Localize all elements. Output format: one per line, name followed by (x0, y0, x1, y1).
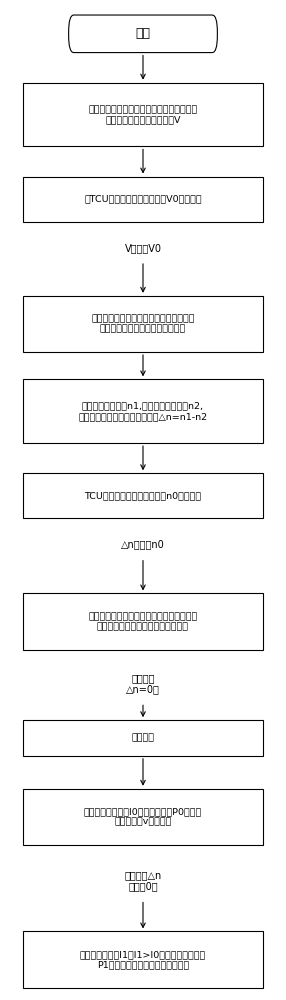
Bar (23, 177, 263, 222)
Text: △n不等于n0: △n不等于n0 (121, 540, 165, 550)
Bar (23, 789, 263, 845)
Text: 开始: 开始 (136, 27, 150, 40)
Text: 调节电磁阀的电流调节同步器的执行压力控
制接合齿与同步器的转速差达到最佳: 调节电磁阀的电流调节同步器的执行压力控 制接合齿与同步器的转速差达到最佳 (88, 612, 198, 631)
Text: 完成同步: 完成同步 (132, 734, 154, 743)
Bar (23, 296, 263, 352)
Bar (23, 931, 263, 988)
Bar (23, 593, 263, 650)
Text: 当检测到
△n=0时: 当检测到 △n=0时 (126, 673, 160, 694)
Text: 检测同步器的转速n1,计算接合齿的转速n2,
计算同步器与接合齿的的转速差△n=n1-n2: 检测同步器的转速n1,计算接合齿的转速n2, 计算同步器与接合齿的的转速差△n=… (78, 402, 208, 421)
Text: 与TCU中存储的最优拨叉速度V0进行比较: 与TCU中存储的最优拨叉速度V0进行比较 (84, 195, 202, 204)
Text: 检测拨叉上一时刻和当前时刻的位置信号并
计算差值及拨叉的移动速度V: 检测拨叉上一时刻和当前时刻的位置信号并 计算差值及拨叉的移动速度V (88, 105, 198, 124)
Bar (23, 83, 263, 146)
Text: 设定电磁阀的电流I0调节拨叉压力P0控制同
步器以速度v进行移动: 设定电磁阀的电流I0调节拨叉压力P0控制同 步器以速度v进行移动 (84, 807, 202, 827)
Bar (23, 720, 263, 756)
Text: TCU中存储的最优转速差值表n0进行比较: TCU中存储的最优转速差值表n0进行比较 (84, 491, 202, 500)
Text: V不等于V0: V不等于V0 (124, 243, 162, 253)
Bar (23, 379, 263, 443)
Text: 当检测到△n
不等于0时: 当检测到△n 不等于0时 (124, 870, 162, 892)
Text: 调节挡位执行阀的电流调节拨叉的执行压
力，控制拨叉达到最优的移动速度: 调节挡位执行阀的电流调节拨叉的执行压 力，控制拨叉达到最优的移动速度 (91, 314, 195, 334)
Text: 设定电磁阀电流I1（I1>I0）调节拨叉的压力
P1，结合同步器与接合齿完成换挡: 设定电磁阀电流I1（I1>I0）调节拨叉的压力 P1，结合同步器与接合齿完成换挡 (80, 950, 206, 969)
Bar (23, 473, 263, 518)
FancyBboxPatch shape (69, 15, 217, 53)
